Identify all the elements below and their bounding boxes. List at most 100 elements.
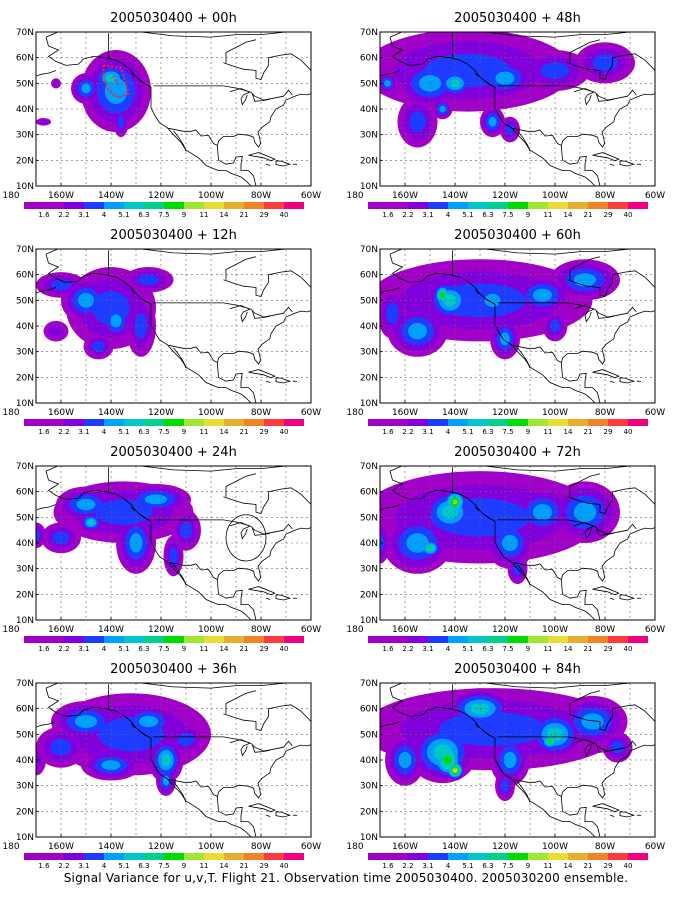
coastlines [380, 466, 655, 620]
panel-title: 2005030400 + 12h [110, 228, 237, 243]
colorbar-swatch [84, 636, 104, 643]
colorbar-label: 11 [200, 211, 209, 219]
lat-tick-label: 40N [360, 322, 378, 332]
lat-tick-label: 40N [360, 539, 378, 549]
lon-tick-label: 80W [251, 842, 271, 852]
colorbar-label: 2.2 [58, 428, 69, 436]
colorbar-swatch [264, 419, 284, 426]
colorbar-swatch [244, 636, 264, 643]
variance-contour [573, 502, 597, 522]
colorbar-label: 2.2 [58, 645, 69, 653]
lat-tick-label: 10N [360, 182, 378, 192]
colorbar-swatch [408, 853, 428, 860]
colorbar-swatch [368, 636, 388, 643]
lon-tick-label: 120W [492, 191, 518, 201]
flight-track-marker [112, 75, 120, 87]
colorbar-swatch [528, 419, 548, 426]
colorbar-swatch [368, 419, 388, 426]
colorbar-swatch [84, 419, 104, 426]
colorbar-swatch [284, 202, 304, 209]
map-svg: 2005030400 + 24h 10N 20N 30N 40N 50N 60N 70N 180… [2, 445, 321, 653]
lat-tick-label: 70N [360, 28, 378, 38]
colorbar-swatch [124, 202, 144, 209]
lon-tick-label: 100W [542, 625, 568, 635]
colorbar-label: 3.1 [78, 211, 89, 219]
colorbar-swatch [548, 636, 568, 643]
colorbar-swatch [588, 202, 608, 209]
colorbar-swatch [124, 419, 144, 426]
flight-track-marker [102, 64, 130, 99]
colorbar-swatch [164, 419, 184, 426]
colorbar-swatch [448, 419, 468, 426]
colorbar-label: 7.5 [502, 645, 513, 653]
colorbar-label: 29 [604, 428, 613, 436]
lat-tick-label: 60N [16, 488, 34, 498]
colorbar-swatch [24, 853, 44, 860]
colorbar-swatch [448, 853, 468, 860]
lat-tick-label: 60N [360, 488, 378, 498]
colorbar-label: 14 [564, 645, 573, 653]
colorbar-swatch [428, 636, 448, 643]
colorbar-label: 1.6 [38, 862, 50, 870]
map-panel: 2005030400 + 24h 10N 20N 30N 40N 50N 60N 70N 180… [2, 442, 338, 657]
colorbar-label: 2.2 [58, 211, 69, 219]
colorbar-label: 2.2 [58, 862, 69, 870]
colorbar-label: 5.1 [462, 645, 473, 653]
lat-tick-label: 50N [16, 730, 34, 740]
colorbar-swatch [608, 419, 628, 426]
figure-caption: Signal Variance for u,v,T. Flight 21. Ob… [63, 871, 629, 885]
lon-tick-label: 120W [492, 625, 518, 635]
colorbar-label: 14 [220, 645, 229, 653]
map-svg: 2005030400 + 12h 10N 20N 30N 40N 50N 60N 70N 180… [2, 228, 321, 436]
variance-contour [50, 738, 72, 756]
lat-tick-label: 30N [360, 565, 378, 575]
colorbar-swatch [608, 636, 628, 643]
map-panel: 2005030400 + 12h 10N 20N 30N 40N 50N 60N 70N 180… [2, 225, 338, 440]
lon-tick-label: 80W [251, 408, 271, 418]
colorbar-swatch [508, 202, 528, 209]
variance-contour [162, 775, 170, 786]
colorbar-swatch [488, 853, 508, 860]
colorbar-label: 3.1 [422, 862, 433, 870]
lat-tick-label: 70N [16, 28, 34, 38]
variance-contour [548, 740, 552, 744]
colorbar-swatch [568, 853, 588, 860]
lon-tick-label: 100W [198, 408, 224, 418]
lon-tick-label: 120W [148, 842, 174, 852]
lon-tick-label: 140W [98, 842, 124, 852]
lat-tick-label: 20N [16, 373, 34, 383]
lon-tick-label: 140W [442, 408, 468, 418]
lon-tick-label: 160W [392, 625, 418, 635]
lat-tick-label: 60N [16, 54, 34, 64]
variance-contour [488, 116, 497, 127]
colorbar-swatch [44, 636, 64, 643]
colorbar-swatch [388, 636, 408, 643]
lat-tick-label: 30N [360, 131, 378, 141]
colorbar-label: 11 [544, 645, 553, 653]
colorbar-label: 1.6 [382, 645, 394, 653]
map-svg: 2005030400 + 48h 10N 20N 30N 40N 50N 60N 70N 180… [346, 11, 665, 219]
colorbar-swatch [244, 202, 264, 209]
map-svg: 2005030400 + 36h 10N 20N 30N 40N 50N 60N 70N 180… [2, 662, 321, 870]
lon-tick-label: 140W [442, 191, 468, 201]
variance-field [36, 466, 311, 620]
colorbar-swatch [428, 202, 448, 209]
colorbar-label: 7.5 [502, 428, 513, 436]
lon-tick-label: 180 [346, 191, 363, 201]
colorbar-swatch [164, 636, 184, 643]
lon-tick-label: 140W [98, 625, 124, 635]
lat-tick-label: 20N [16, 590, 34, 600]
colorbar-label: 4 [102, 428, 107, 436]
variance-contour [439, 105, 446, 113]
lon-tick-label: 60W [645, 625, 665, 635]
colorbar-swatch [44, 202, 64, 209]
colorbar-swatch [608, 202, 628, 209]
colorbar-label: 7.5 [502, 211, 513, 219]
lat-tick-label: 70N [360, 679, 378, 689]
colorbar-label: 3.1 [422, 211, 433, 219]
colorbar-label: 7.5 [158, 428, 169, 436]
colorbar-swatch [628, 419, 648, 426]
lat-tick-label: 70N [360, 245, 378, 255]
variance-field [36, 683, 311, 837]
colorbar-swatch [284, 853, 304, 860]
